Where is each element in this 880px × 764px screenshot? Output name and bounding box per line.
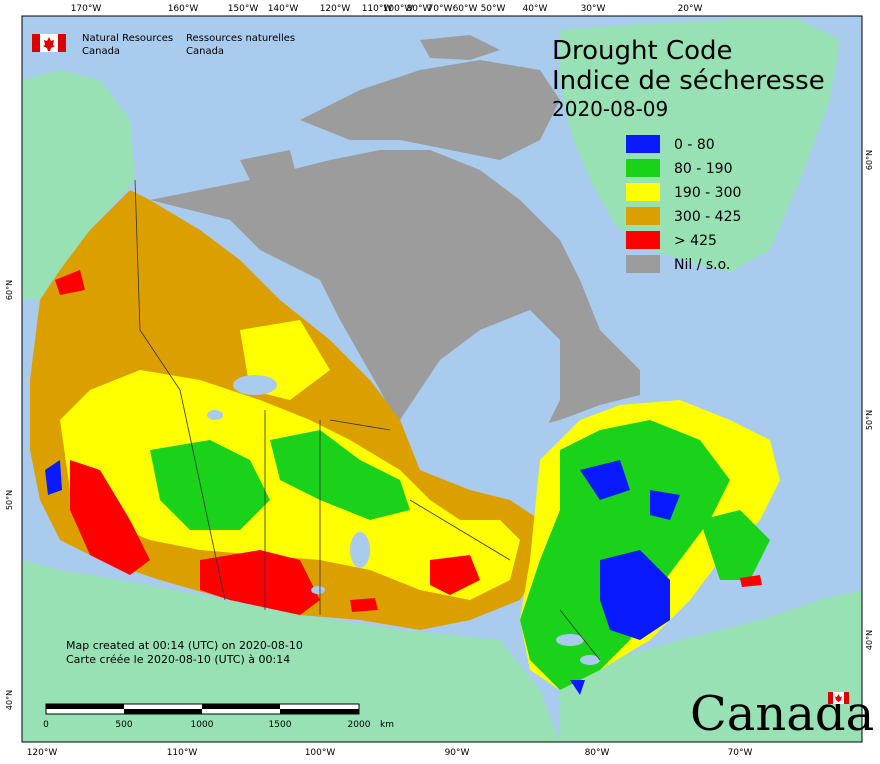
lakes	[207, 375, 600, 665]
caption-fr: Carte créée le 2020-08-10 (UTC) à 00:14	[66, 653, 290, 666]
wordmark-flag-icon	[828, 692, 849, 704]
title-en: Drought Code	[552, 36, 733, 66]
top-tick-label: 80°W	[407, 4, 432, 14]
province-boundaries	[134, 179, 601, 661]
top-tick-label: 140°W	[268, 4, 299, 14]
top-tick-label: 110°W	[362, 4, 393, 14]
map-caption: Map created at 00:14 (UTC) on 2020-08-10…	[66, 639, 303, 666]
caption-en: Map created at 00:14 (UTC) on 2020-08-10	[66, 639, 303, 652]
legend-swatch	[626, 255, 660, 273]
scale-label: 0	[43, 720, 49, 730]
legend-label: 300 - 425	[674, 209, 741, 225]
canada-wordmark: Canada	[690, 686, 874, 742]
title-date: 2020-08-09	[552, 97, 668, 121]
scale-label: 1500	[269, 720, 292, 730]
top-tick-label: 70°W	[428, 4, 453, 14]
right-tick-label: 40°N	[865, 630, 874, 650]
hudson-bay	[400, 310, 560, 480]
top-ticks: 170°W 160°W 150°W 140°W 120°W 110°W 100°…	[71, 4, 703, 14]
bottom-tick-label: 100°W	[305, 748, 336, 758]
right-tick-label: 50°N	[865, 410, 874, 430]
map-title: Drought Code Indice de sécheresse 2020-0…	[552, 36, 825, 121]
top-tick-label: 160°W	[168, 4, 199, 14]
left-ticks: 60°N 50°N 40°N	[5, 280, 14, 710]
agency-name-fr: Ressources naturelles	[186, 33, 295, 44]
bottom-tick-label: 120°W	[27, 748, 58, 758]
top-tick-label: 50°W	[481, 4, 506, 14]
drought-zones	[30, 190, 780, 695]
left-tick-label: 40°N	[5, 690, 14, 710]
bottom-tick-label: 90°W	[445, 748, 470, 758]
top-tick-label: 170°W	[71, 4, 102, 14]
top-tick-label: 100°W	[383, 4, 414, 14]
scale-bar: 0 500 1000 1500 2000 km	[43, 703, 394, 730]
legend-label: 190 - 300	[674, 185, 741, 201]
agency-block: Natural Resources Canada Ressources natu…	[32, 33, 295, 57]
title-fr: Indice de sécheresse	[552, 66, 825, 96]
legend-swatch	[626, 183, 660, 201]
legend-swatch	[626, 135, 660, 153]
bottom-tick-label: 70°W	[728, 748, 753, 758]
legend-swatch	[626, 207, 660, 225]
scale-label: 1000	[191, 720, 214, 730]
right-ticks: 60°N 50°N 40°N	[865, 150, 874, 650]
scale-unit: km	[380, 720, 394, 730]
right-tick-label: 60°N	[865, 150, 874, 170]
left-tick-label: 50°N	[5, 490, 14, 510]
bottom-tick-label: 80°W	[585, 748, 610, 758]
legend-swatch	[626, 159, 660, 177]
legend-label: 80 - 190	[674, 161, 733, 177]
left-tick-label: 60°N	[5, 280, 14, 300]
agency-name-en-line2: Canada	[82, 46, 120, 57]
legend-label: Nil / s.o.	[674, 257, 730, 273]
legend-swatch	[626, 231, 660, 249]
agency-name-fr-line2: Canada	[186, 46, 224, 57]
agency-name-en: Natural Resources	[82, 33, 173, 44]
legend: 0 - 80 80 - 190 190 - 300 300 - 425 > 425 Nil…	[626, 135, 741, 273]
canada-flag-icon	[32, 34, 66, 52]
bottom-tick-label: 110°W	[167, 748, 198, 758]
top-tick-label: 60°W	[453, 4, 478, 14]
map-border	[21, 15, 863, 743]
scale-label: 2000	[348, 720, 371, 730]
legend-label: 0 - 80	[674, 137, 715, 153]
top-tick-label: 120°W	[320, 4, 351, 14]
legend-label: > 425	[674, 233, 717, 249]
top-tick-label: 30°W	[581, 4, 606, 14]
bottom-ticks: 120°W 110°W 100°W 90°W 80°W 70°W	[27, 748, 753, 758]
top-tick-label: 150°W	[228, 4, 259, 14]
top-tick-label: 20°W	[678, 4, 703, 14]
scale-label: 500	[115, 720, 132, 730]
foreign-land	[22, 20, 862, 742]
top-tick-label: 40°W	[523, 4, 548, 14]
